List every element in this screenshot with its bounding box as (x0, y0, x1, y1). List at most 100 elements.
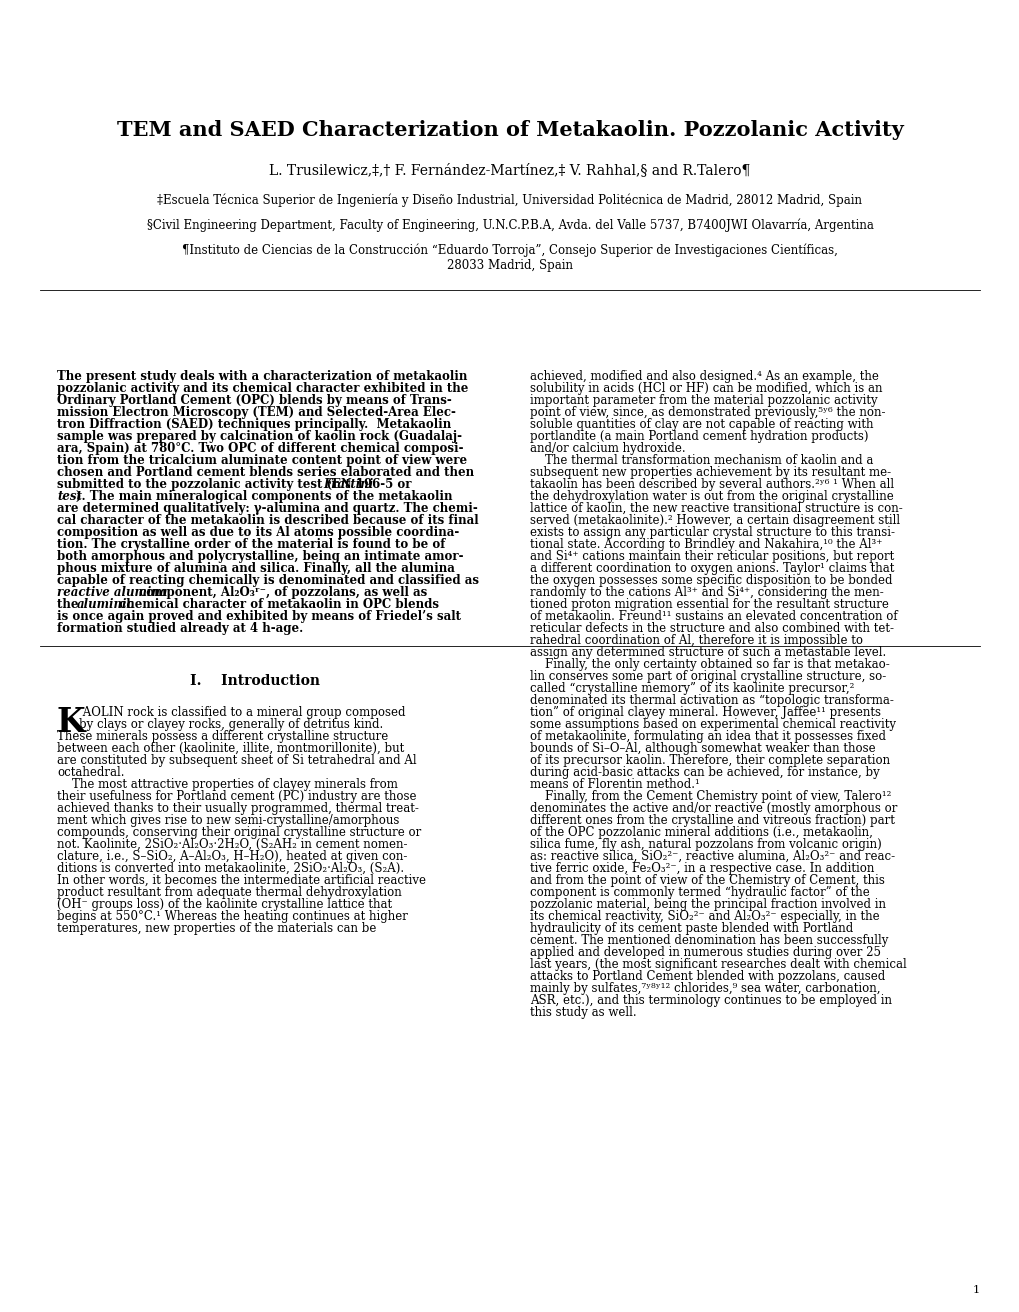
Text: are determined qualitatively: γ-alumina and quartz. The chemi-: are determined qualitatively: γ-alumina … (57, 502, 477, 516)
Text: different ones from the crystalline and vitreous fraction) part: different ones from the crystalline and … (530, 813, 894, 827)
Text: last years, (the most significant researches dealt with chemical: last years, (the most significant resear… (530, 958, 906, 971)
Text: ditions is converted into metakaolinite, 2SiO₂·Al₂O₃, (S₂A).: ditions is converted into metakaolinite,… (57, 862, 404, 875)
Text: tioned proton migration essential for the resultant structure: tioned proton migration essential for th… (530, 598, 888, 611)
Text: §Civil Engineering Department, Faculty of Engineering, U.N.C.P.B.A, Avda. del Va: §Civil Engineering Department, Faculty o… (147, 218, 872, 232)
Text: tion from the tricalcium aluminate content point of view were: tion from the tricalcium aluminate conte… (57, 454, 467, 467)
Text: (OH⁻ groups loss) of the kaolinite crystalline lattice that: (OH⁻ groups loss) of the kaolinite cryst… (57, 897, 391, 911)
Text: 28033 Madrid, Spain: 28033 Madrid, Spain (446, 258, 573, 272)
Text: ara, Spain) at 780°C. Two OPC of different chemical composi-: ara, Spain) at 780°C. Two OPC of differe… (57, 442, 463, 455)
Text: of its precursor kaolin. Therefore, their complete separation: of its precursor kaolin. Therefore, thei… (530, 754, 890, 768)
Text: subsequent new properties achievement by its resultant me-: subsequent new properties achievement by… (530, 466, 891, 479)
Text: AOLIN rock is classified to a mineral group composed: AOLIN rock is classified to a mineral gr… (78, 706, 406, 719)
Text: pozzolanic material, being the principal fraction involved in: pozzolanic material, being the principal… (530, 897, 886, 911)
Text: the dehydroxylation water is out from the original crystalline: the dehydroxylation water is out from th… (530, 489, 893, 502)
Text: as: reactive silica, SiO₂²⁻, reactive alumina, Al₂O₃²⁻ and reac-: as: reactive silica, SiO₂²⁻, reactive al… (530, 850, 895, 863)
Text: is once again proved and exhibited by means of Friedel’s salt: is once again proved and exhibited by me… (57, 610, 461, 623)
Text: achieved, modified and also designed.⁴ As an example, the: achieved, modified and also designed.⁴ A… (530, 370, 878, 383)
Text: In other words, it becomes the intermediate artificial reactive: In other words, it becomes the intermedi… (57, 874, 426, 887)
Text: I.    Introduction: I. Introduction (190, 674, 320, 687)
Text: silica fume, fly ash, natural pozzolans from volcanic origin): silica fume, fly ash, natural pozzolans … (530, 838, 880, 851)
Text: component, Al₂O₃ʳ⁻, of pozzolans, as well as: component, Al₂O₃ʳ⁻, of pozzolans, as wel… (135, 586, 426, 600)
Text: important parameter from the material pozzolanic activity: important parameter from the material po… (530, 394, 876, 407)
Text: and Si⁴⁺ cations maintain their reticular positions, but report: and Si⁴⁺ cations maintain their reticula… (530, 550, 894, 563)
Text: reactive alumina: reactive alumina (57, 586, 167, 600)
Text: during acid-basic attacks can be achieved, for instance, by: during acid-basic attacks can be achieve… (530, 766, 878, 779)
Text: tive ferric oxide, Fe₂O₃²⁻, in a respective case. In addition: tive ferric oxide, Fe₂O₃²⁻, in a respect… (530, 862, 873, 875)
Text: L. Trusilewicz,‡,† F. Fernández-Martínez,‡ V. Rahhal,§ and R.Talero¶: L. Trusilewicz,‡,† F. Fernández-Martínez… (269, 163, 750, 177)
Text: between each other (kaolinite, illite, montmorillonite), but: between each other (kaolinite, illite, m… (57, 743, 404, 754)
Text: cal character of the metakaolin is described because of its final: cal character of the metakaolin is descr… (57, 514, 478, 527)
Text: not. Kaolinite, 2SiO₂·Al₂O₃·2H₂O, (S₂AH₂ in cement nomen-: not. Kaolinite, 2SiO₂·Al₂O₃·2H₂O, (S₂AH₂… (57, 838, 408, 851)
Text: tional state. According to Brindley and Nakahira,¹⁰ the Al³⁺: tional state. According to Brindley and … (530, 538, 881, 551)
Text: Finally, from the Cement Chemistry point of view, Talero¹²: Finally, from the Cement Chemistry point… (530, 790, 891, 803)
Text: 1: 1 (972, 1284, 979, 1295)
Text: its chemical reactivity, SiO₂²⁻ and Al₂O₃²⁻ especially, in the: its chemical reactivity, SiO₂²⁻ and Al₂O… (530, 911, 878, 924)
Text: Ordinary Portland Cement (OPC) blends by means of Trans-: Ordinary Portland Cement (OPC) blends by… (57, 394, 451, 407)
Text: octahedral.: octahedral. (57, 766, 124, 779)
Text: phous mixture of alumina and silica. Finally, all the alumina: phous mixture of alumina and silica. Fin… (57, 562, 454, 575)
Text: of metakaolinite, formulating an idea that it possesses fixed: of metakaolinite, formulating an idea th… (530, 729, 886, 743)
Text: and from the point of view of the Chemistry of Cement, this: and from the point of view of the Chemis… (530, 874, 884, 887)
Text: exists to assign any particular crystal structure to this transi-: exists to assign any particular crystal … (530, 526, 894, 539)
Text: test: test (57, 489, 82, 502)
Text: TEM and SAED Characterization of Metakaolin. Pozzolanic Activity: TEM and SAED Characterization of Metakao… (116, 119, 903, 140)
Text: and/or calcium hydroxide.: and/or calcium hydroxide. (530, 442, 685, 455)
Text: by clays or clayey rocks, generally of detritus kind.: by clays or clayey rocks, generally of d… (78, 718, 383, 731)
Text: denominates the active and/or reactive (mostly amorphous or: denominates the active and/or reactive (… (530, 802, 897, 815)
Text: of the OPC pozzolanic mineral additions (i.e., metakaolin,: of the OPC pozzolanic mineral additions … (530, 827, 872, 838)
Text: are constituted by subsequent sheet of Si tetrahedral and Al: are constituted by subsequent sheet of S… (57, 754, 416, 768)
Text: K: K (57, 706, 86, 739)
Text: lin conserves some part of original crystalline structure, so-: lin conserves some part of original crys… (530, 670, 886, 684)
Text: tron Diffraction (SAED) techniques principally.  Metakaolin: tron Diffraction (SAED) techniques princ… (57, 419, 450, 432)
Text: called “crystalline memory” of its kaolinite precursor,²: called “crystalline memory” of its kaoli… (530, 682, 854, 695)
Text: The most attractive properties of clayey minerals from: The most attractive properties of clayey… (57, 778, 397, 791)
Text: achieved thanks to their usually programmed, thermal treat-: achieved thanks to their usually program… (57, 802, 419, 815)
Text: Frattini: Frattini (323, 478, 374, 491)
Text: compounds, conserving their original crystalline structure or: compounds, conserving their original cry… (57, 827, 421, 838)
Text: begins at 550°C.¹ Whereas the heating continues at higher: begins at 550°C.¹ Whereas the heating co… (57, 911, 408, 924)
Text: means of Florentin method.¹: means of Florentin method.¹ (530, 778, 699, 791)
Text: the oxygen possesses some specific disposition to be bonded: the oxygen possesses some specific dispo… (530, 575, 892, 586)
Text: mainly by sulfates,⁷ʸ⁸ʸ¹² chlorides,⁹ sea water, carbonation,: mainly by sulfates,⁷ʸ⁸ʸ¹² chlorides,⁹ se… (530, 981, 879, 994)
Text: sample was prepared by calcination of kaolin rock (Guadalaj-: sample was prepared by calcination of ka… (57, 430, 462, 443)
Text: submitted to the pozzolanic activity test (EN 196-5 or: submitted to the pozzolanic activity tes… (57, 478, 415, 491)
Text: hydraulicity of its cement paste blended with Portland: hydraulicity of its cement paste blended… (530, 922, 853, 935)
Text: this study as well.: this study as well. (530, 1006, 636, 1019)
Text: lattice of kaolin, the new reactive transitional structure is con-: lattice of kaolin, the new reactive tran… (530, 502, 902, 516)
Text: formation studied already at 4 h-age.: formation studied already at 4 h-age. (57, 622, 303, 635)
Text: tion. The crystalline order of the material is found to be of: tion. The crystalline order of the mater… (57, 538, 445, 551)
Text: product resultant from adequate thermal dehydroxylation: product resultant from adequate thermal … (57, 886, 401, 899)
Text: both amorphous and polycrystalline, being an intimate amor-: both amorphous and polycrystalline, bein… (57, 550, 463, 563)
Text: solubility in acids (HCl or HF) can be modified, which is an: solubility in acids (HCl or HF) can be m… (530, 382, 881, 395)
Text: some assumptions based on experimental chemical reactivity: some assumptions based on experimental c… (530, 718, 895, 731)
Text: attacks to Portland Cement blended with pozzolans, caused: attacks to Portland Cement blended with … (530, 970, 884, 983)
Text: assign any determined structure of such a metastable level.: assign any determined structure of such … (530, 646, 886, 659)
Text: capable of reacting chemically is denominated and classified as: capable of reacting chemically is denomi… (57, 575, 479, 586)
Text: ¶Instituto de Ciencias de la Construcción “Eduardo Torroja”, Consejo Superior de: ¶Instituto de Ciencias de la Construcció… (181, 243, 838, 257)
Text: chemical character of metakaolin in OPC blends: chemical character of metakaolin in OPC … (115, 598, 439, 611)
Text: clature, i.e., S–SiO₂, A–Al₂O₃, H–H₂O), heated at given con-: clature, i.e., S–SiO₂, A–Al₂O₃, H–H₂O), … (57, 850, 407, 863)
Text: mission Electron Microscopy (TEM) and Selected-Area Elec-: mission Electron Microscopy (TEM) and Se… (57, 405, 455, 419)
Text: The present study deals with a characterization of metakaolin: The present study deals with a character… (57, 370, 467, 383)
Text: ). The main mineralogical components of the metakaolin: ). The main mineralogical components of … (76, 489, 452, 502)
Text: composition as well as due to its Al atoms possible coordina-: composition as well as due to its Al ato… (57, 526, 459, 539)
Text: the: the (57, 598, 83, 611)
Text: applied and developed in numerous studies during over 25: applied and developed in numerous studie… (530, 946, 880, 959)
Text: randomly to the cations Al³⁺ and Si⁴⁺, considering the men-: randomly to the cations Al³⁺ and Si⁴⁺, c… (530, 586, 882, 600)
Text: component is commonly termed “hydraulic factor” of the: component is commonly termed “hydraulic … (530, 886, 869, 899)
Text: These minerals possess a different crystalline structure: These minerals possess a different cryst… (57, 729, 388, 743)
Text: tion” of original clayey mineral. However, Jaffee¹¹ presents: tion” of original clayey mineral. Howeve… (530, 706, 880, 719)
Text: aluminic: aluminic (76, 598, 133, 611)
Text: ment which gives rise to new semi-crystalline/amorphous: ment which gives rise to new semi-crysta… (57, 813, 399, 827)
Text: The thermal transformation mechanism of kaolin and a: The thermal transformation mechanism of … (530, 454, 872, 467)
Text: pozzolanic activity and its chemical character exhibited in the: pozzolanic activity and its chemical cha… (57, 382, 468, 395)
Text: rahedral coordination of Al, therefore it is impossible to: rahedral coordination of Al, therefore i… (530, 634, 862, 647)
Text: a different coordination to oxygen anions. Taylor¹ claims that: a different coordination to oxygen anion… (530, 562, 894, 575)
Text: cement. The mentioned denomination has been successfully: cement. The mentioned denomination has b… (530, 934, 888, 947)
Text: point of view, since, as demonstrated previously,⁵ʸ⁶ the non-: point of view, since, as demonstrated pr… (530, 405, 884, 419)
Text: of metakaolin. Freund¹¹ sustains an elevated concentration of: of metakaolin. Freund¹¹ sustains an elev… (530, 610, 897, 623)
Text: Finally, the only certainty obtained so far is that metakao-: Finally, the only certainty obtained so … (530, 659, 889, 670)
Text: chosen and Portland cement blends series elaborated and then: chosen and Portland cement blends series… (57, 466, 474, 479)
Text: takaolin has been described by several authors.²ʸ⁶ ¹ When all: takaolin has been described by several a… (530, 478, 894, 491)
Text: served (metakaolinite).² However, a certain disagreement still: served (metakaolinite).² However, a cert… (530, 514, 899, 527)
